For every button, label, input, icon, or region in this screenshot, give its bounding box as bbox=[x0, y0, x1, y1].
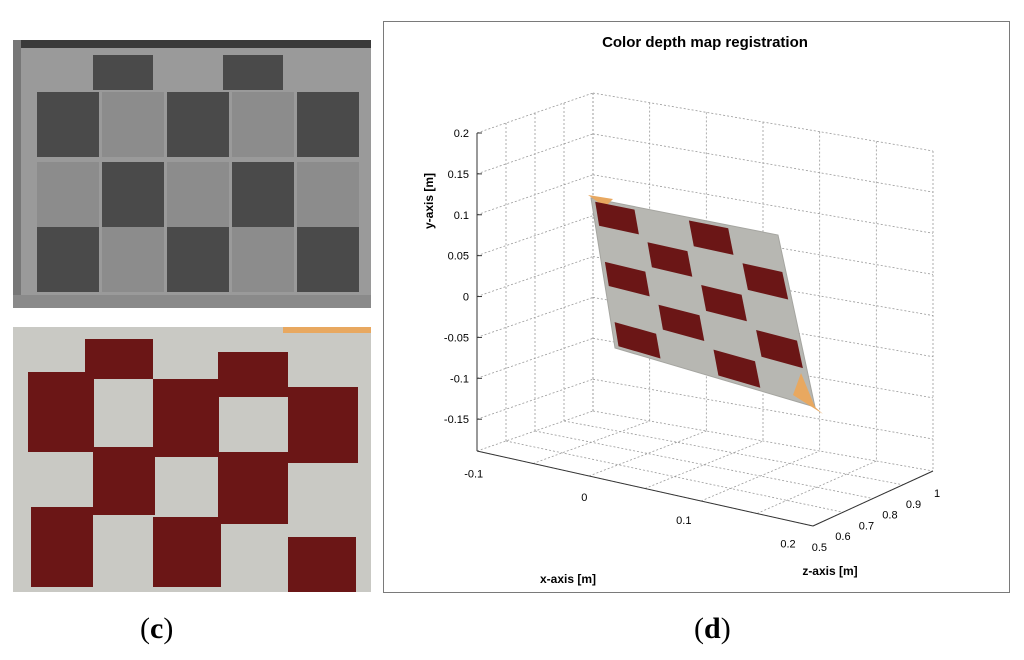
color-image bbox=[13, 327, 371, 592]
y-tick-label: -0.1 bbox=[450, 373, 469, 385]
depth-square bbox=[167, 227, 229, 292]
gridline-y bbox=[476, 256, 594, 297]
surface-checker-square bbox=[614, 322, 661, 359]
z-tick-label: 0.7 bbox=[859, 520, 874, 532]
plot-canvas: Color depth map registration 0.20.150.10… bbox=[383, 21, 1010, 593]
y-axis-label: y-axis [m] bbox=[422, 173, 436, 229]
surface-edge-highlight bbox=[793, 373, 823, 414]
depth-top-edge bbox=[13, 40, 371, 48]
depth-square bbox=[167, 92, 229, 157]
depth-square bbox=[37, 92, 99, 157]
checker-square bbox=[31, 507, 93, 587]
depth-square bbox=[232, 92, 294, 157]
gridline-y bbox=[592, 378, 934, 440]
y-tick-label: 0 bbox=[463, 292, 469, 304]
depth-square bbox=[297, 92, 359, 157]
z-tick-label: 1 bbox=[934, 488, 940, 500]
x-tick-label: 0.2 bbox=[780, 538, 795, 550]
tick-labels: 0.2 0.15 0.1 0.05 0 -0.05 -0.1 -0.15 -0.1 0 0.1 0.2… bbox=[444, 128, 940, 554]
y-tick-label: -0.05 bbox=[444, 332, 469, 344]
x-axis-line bbox=[476, 450, 814, 527]
x-tick-label: 0.1 bbox=[676, 515, 691, 527]
surface-checker-square bbox=[713, 349, 761, 388]
depth-square bbox=[223, 55, 283, 90]
depth-square bbox=[102, 162, 164, 227]
gridline-y bbox=[476, 215, 594, 257]
y-tick-label: 0.15 bbox=[448, 169, 469, 181]
depth-left-edge bbox=[13, 40, 21, 308]
checker-square bbox=[28, 372, 94, 452]
surface-checker-square bbox=[701, 285, 747, 322]
z-tick-label: 0.6 bbox=[835, 531, 850, 543]
z-axis-label: z-axis [m] bbox=[802, 564, 857, 578]
surface-checker-square bbox=[647, 242, 693, 277]
depth-square bbox=[93, 55, 153, 90]
y-tick-label: 0.05 bbox=[448, 251, 469, 263]
surface-checker-square bbox=[604, 261, 650, 297]
depth-square bbox=[297, 162, 359, 227]
gridline-y bbox=[476, 378, 594, 420]
floor-gridline bbox=[505, 440, 844, 513]
floor-gridline bbox=[476, 410, 594, 452]
floor-gridline bbox=[532, 420, 650, 464]
checker-square bbox=[288, 537, 356, 592]
depth-bottom-edge bbox=[13, 295, 371, 308]
floor-gridline bbox=[592, 410, 934, 472]
floor-gridline bbox=[700, 450, 820, 502]
surface-checker-square bbox=[658, 304, 705, 341]
depth-image bbox=[13, 40, 371, 308]
surface-checker-square bbox=[688, 220, 734, 255]
x-tick-label: -0.1 bbox=[464, 469, 483, 481]
chart-title: Color depth map registration bbox=[602, 34, 808, 51]
checker-square bbox=[85, 339, 153, 379]
checker-square bbox=[288, 387, 358, 463]
z-tick-label: 0.5 bbox=[812, 542, 827, 554]
checker-square bbox=[153, 517, 221, 587]
depth-square bbox=[167, 162, 229, 227]
floor-gridline bbox=[588, 430, 707, 477]
surface-checker-square bbox=[756, 330, 803, 369]
depth-square bbox=[232, 227, 294, 292]
depth-square bbox=[297, 227, 359, 292]
depth-square bbox=[232, 162, 294, 227]
depth-square bbox=[102, 227, 164, 292]
checker-square bbox=[153, 379, 219, 457]
z-tick-label: 0.9 bbox=[906, 499, 921, 511]
floor-gridline bbox=[644, 440, 764, 489]
depth-square bbox=[37, 227, 99, 292]
checker-square bbox=[218, 352, 288, 397]
grid-lines bbox=[476, 92, 934, 527]
color-top-edge bbox=[283, 327, 371, 333]
surface-edge-highlight bbox=[588, 195, 613, 207]
surface-checker-square bbox=[742, 263, 789, 300]
x-tick-label: 0 bbox=[581, 492, 587, 504]
checker-square bbox=[93, 447, 155, 515]
surface-checker-square bbox=[595, 201, 639, 235]
depth-square bbox=[37, 162, 99, 227]
caption-d: (d) bbox=[694, 612, 731, 645]
color-image-panel bbox=[13, 327, 371, 592]
depth-square bbox=[102, 92, 164, 157]
checkerboard-surface bbox=[588, 195, 823, 414]
y-tick-label: -0.15 bbox=[444, 414, 469, 426]
y-tick-label: 0.2 bbox=[454, 128, 469, 140]
floor-gridline bbox=[756, 460, 877, 514]
depth-image-panel bbox=[13, 40, 371, 308]
registration-plot: Color depth map registration 0.2 0.15 0.1 0… bbox=[383, 21, 1010, 593]
x-axis-label: x-axis [m] bbox=[540, 572, 596, 586]
floor-gridline bbox=[534, 430, 874, 499]
z-axis-line bbox=[812, 470, 934, 527]
y-tick-label: 0.1 bbox=[454, 210, 469, 222]
z-tick-label: 0.8 bbox=[882, 510, 897, 522]
caption-c: (c) bbox=[140, 612, 174, 645]
checker-square bbox=[218, 452, 288, 524]
